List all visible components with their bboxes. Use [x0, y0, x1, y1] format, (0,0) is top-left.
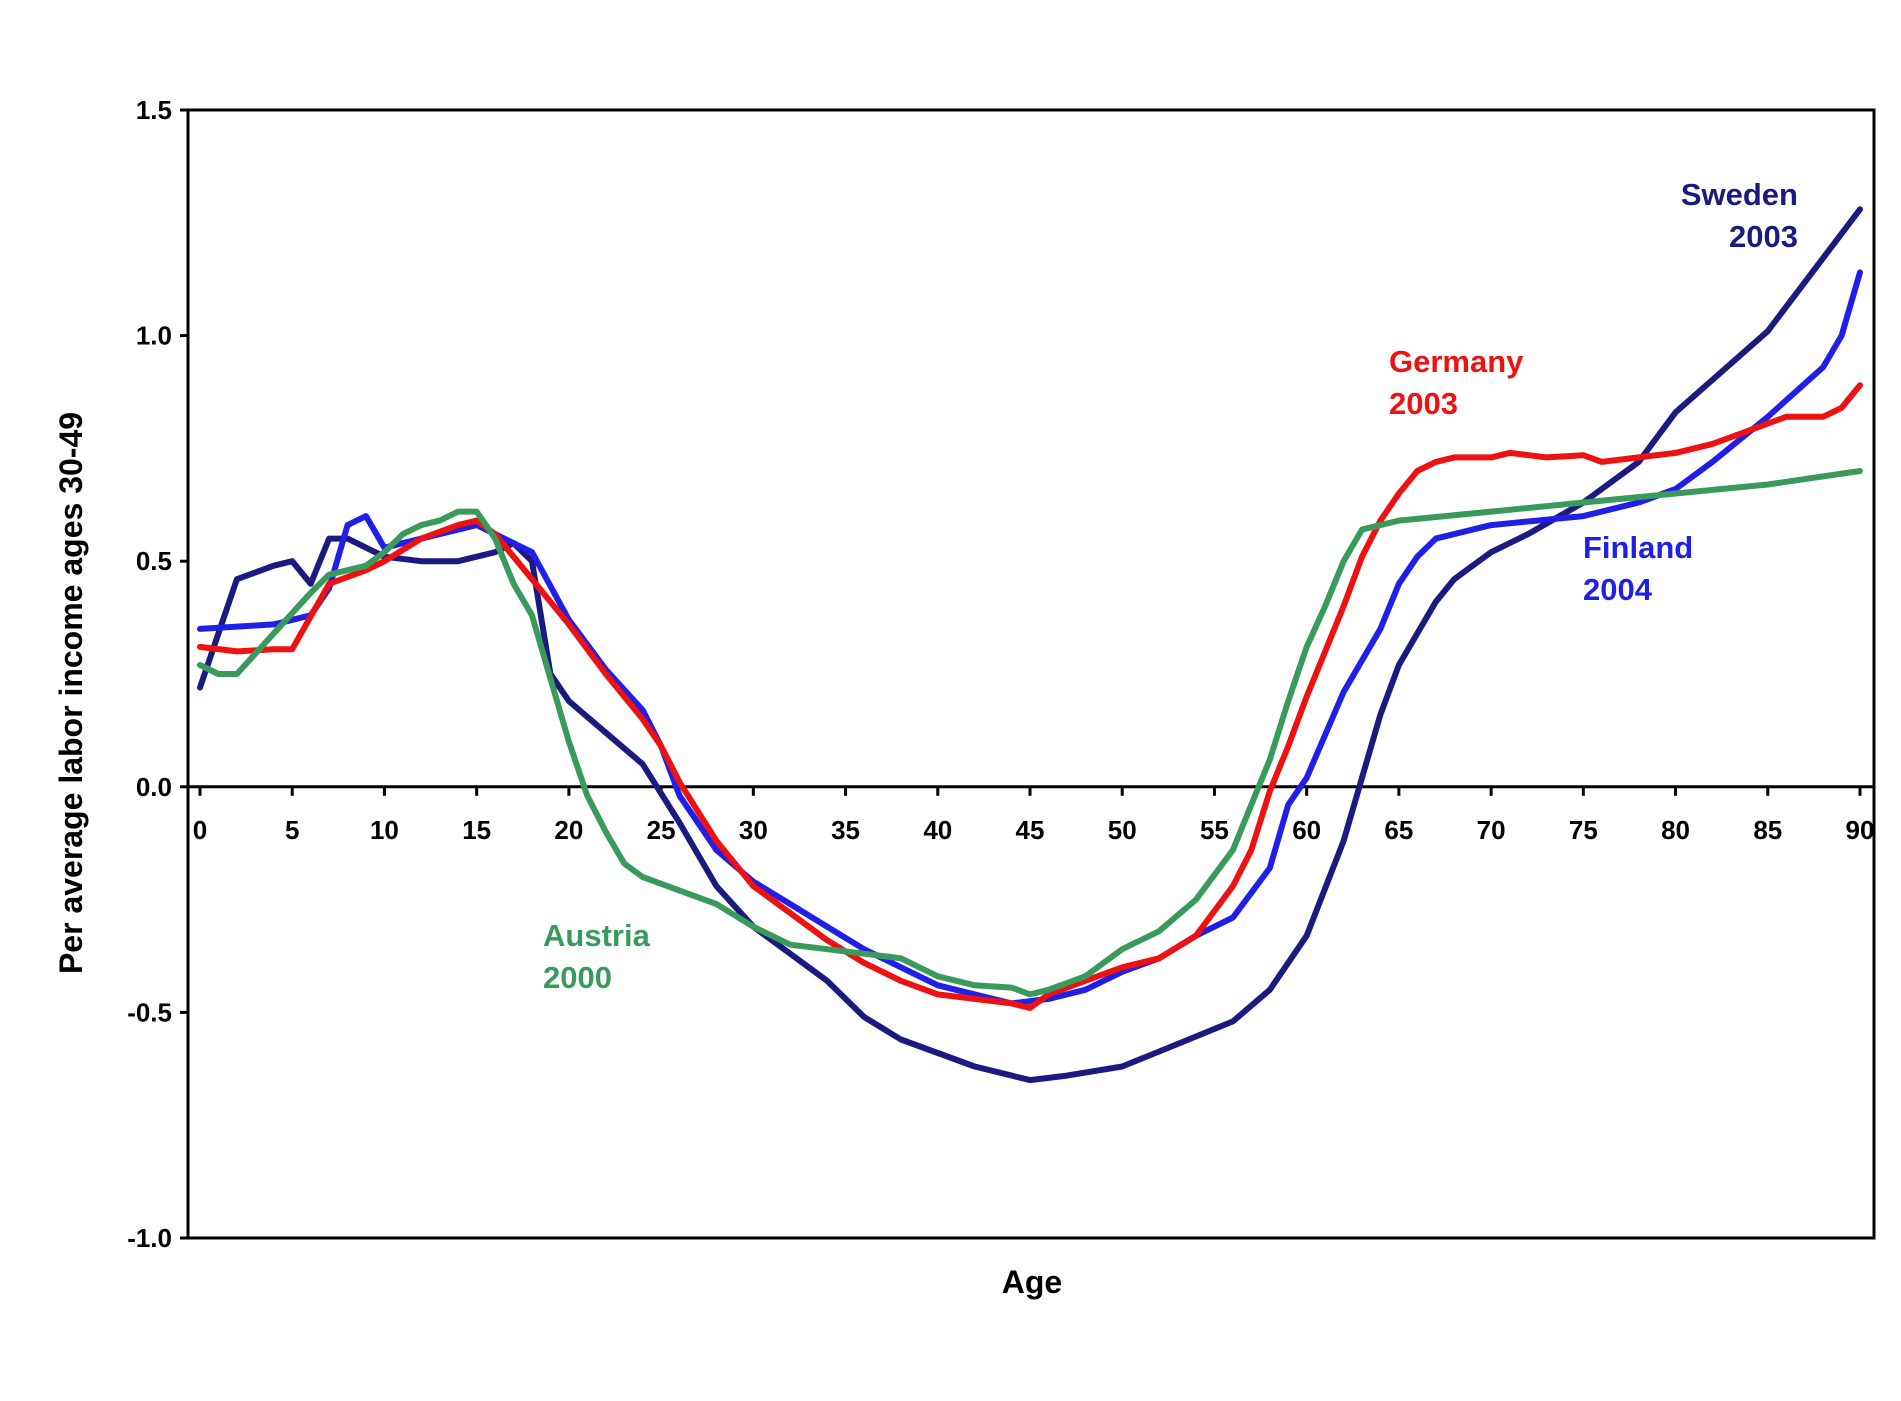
- x-tick-label: 50: [1108, 815, 1137, 845]
- x-tick-label: 5: [285, 815, 299, 845]
- x-tick-label: 35: [831, 815, 860, 845]
- x-tick-label: 90: [1846, 815, 1875, 845]
- series-label-sweden-2003: Sweden 2003: [1681, 177, 1798, 254]
- x-tick-label: 10: [370, 815, 399, 845]
- x-tick-label: 65: [1384, 815, 1413, 845]
- plot-area: -1.0 -0.5 0.0 0.5 1.0 1.5 0 5 10 15 20 25 30 35 40 45 50…: [127, 95, 1876, 1253]
- x-tick-label: 20: [554, 815, 583, 845]
- y-tick-label: 1.5: [136, 95, 172, 125]
- series-line-finland-2004: [197, 269, 1863, 1007]
- x-tick-label: 80: [1661, 815, 1690, 845]
- x-tick-label: 55: [1200, 815, 1229, 845]
- series-label-finland-2004: Finland 2004: [1583, 530, 1693, 607]
- x-tick-label: 75: [1569, 815, 1598, 845]
- y-tick-label: -0.5: [127, 997, 172, 1027]
- x-tick-label: 60: [1292, 815, 1321, 845]
- series-line-austria-2000: [197, 468, 1863, 998]
- y-tick-label: 1.0: [136, 321, 172, 351]
- x-tick-label: 45: [1016, 815, 1045, 845]
- series-label-germany-2003: Germany 2003: [1389, 344, 1524, 421]
- y-axis-title: Per average labor income ages 30-49: [53, 412, 89, 974]
- x-tick-label: 85: [1753, 815, 1782, 845]
- series-line-sweden-2003: [197, 206, 1863, 1084]
- x-tick-label: 30: [739, 815, 768, 845]
- x-axis-title: Age: [1002, 1264, 1062, 1300]
- x-tick-label: 15: [462, 815, 491, 845]
- x-tick-label: 25: [647, 815, 676, 845]
- y-tick-label: 0.5: [136, 546, 172, 576]
- x-tick-label: 40: [923, 815, 952, 845]
- y-tick-label: 0.0: [136, 772, 172, 802]
- series-label-austria-2000: Austria 2000: [543, 918, 651, 995]
- plot-frame: [186, 108, 1876, 1240]
- x-tick-label: 70: [1477, 815, 1506, 845]
- y-tick-label: -1.0: [127, 1223, 172, 1253]
- x-tick-label: 0: [193, 815, 207, 845]
